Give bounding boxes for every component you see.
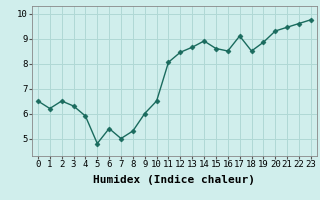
X-axis label: Humidex (Indice chaleur): Humidex (Indice chaleur) xyxy=(93,175,255,185)
